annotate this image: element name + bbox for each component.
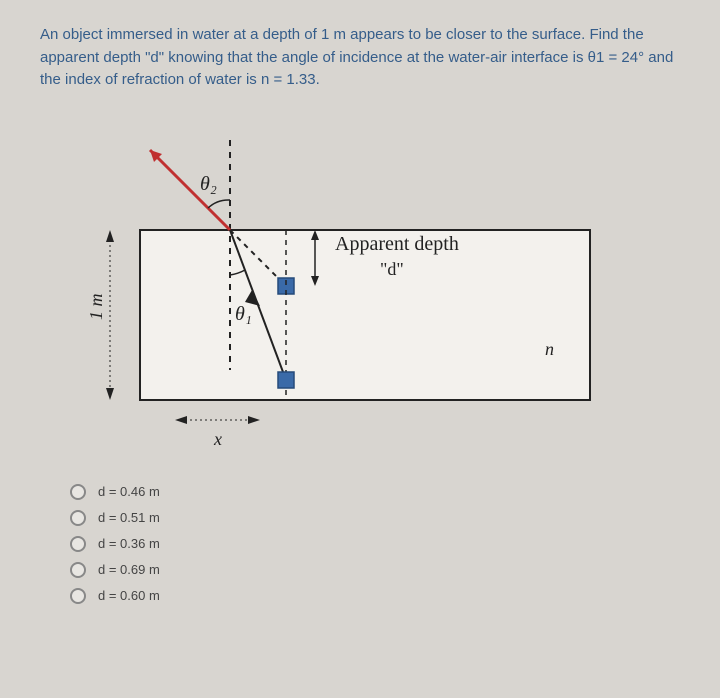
option-label: d = 0.46 m <box>98 484 160 499</box>
depth-arrow-top <box>106 230 114 242</box>
radio-icon <box>70 484 86 500</box>
radio-icon <box>70 536 86 552</box>
depth-label: 1 m <box>86 293 106 320</box>
radio-icon <box>70 510 86 526</box>
radio-icon <box>70 562 86 578</box>
option-0[interactable]: d = 0.46 m <box>70 484 680 500</box>
depth-arrow-bot <box>106 388 114 400</box>
option-1[interactable]: d = 0.51 m <box>70 510 680 526</box>
water-box <box>140 230 590 400</box>
physics-diagram-svg: θ₂ θ₁ Apparent depth "d" n 1 m x <box>40 120 600 460</box>
theta2-label: θ₂ <box>200 173 217 195</box>
options-group: d = 0.46 m d = 0.51 m d = 0.36 m d = 0.6… <box>70 484 680 604</box>
option-label: d = 0.36 m <box>98 536 160 551</box>
apparent-depth-title: Apparent depth <box>335 233 459 255</box>
radio-icon <box>70 588 86 604</box>
option-2[interactable]: d = 0.36 m <box>70 536 680 552</box>
x-arrow-left <box>175 416 187 424</box>
option-3[interactable]: d = 0.69 m <box>70 562 680 578</box>
question-text: An object immersed in water at a depth o… <box>40 24 680 92</box>
diagram: θ₂ θ₁ Apparent depth "d" n 1 m x <box>40 120 600 460</box>
option-label: d = 0.51 m <box>98 510 160 525</box>
x-label: x <box>213 429 222 449</box>
refracted-ray <box>150 150 230 230</box>
apparent-depth-sub: "d" <box>380 259 404 279</box>
actual-object <box>278 372 294 388</box>
theta1-label: θ₁ <box>235 303 252 325</box>
x-arrow-right <box>248 416 260 424</box>
n-label: n <box>545 339 554 359</box>
option-4[interactable]: d = 0.60 m <box>70 588 680 604</box>
option-label: d = 0.69 m <box>98 562 160 577</box>
option-label: d = 0.60 m <box>98 588 160 603</box>
theta2-arc <box>208 199 230 207</box>
